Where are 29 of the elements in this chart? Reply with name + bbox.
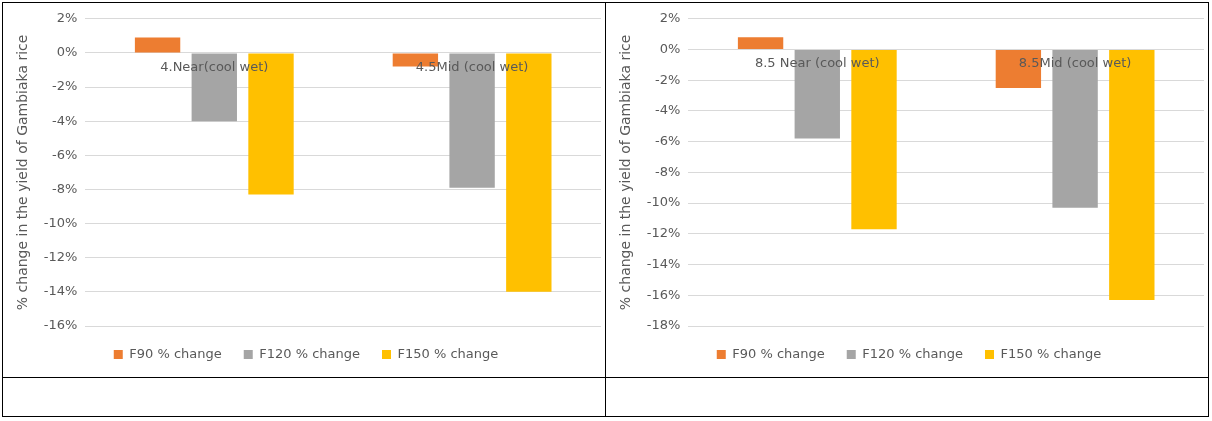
y-tick-label: -12% (646, 225, 681, 241)
y-tick-label: 0% (56, 44, 78, 60)
legend-label: F90 % change (129, 345, 222, 361)
y-tick-label: -16% (646, 286, 681, 302)
y-tick-label: -10% (43, 214, 78, 230)
legend-label: F120 % change (862, 345, 963, 361)
y-tick-label: -2% (655, 71, 681, 87)
legend-label: F150 % change (397, 345, 499, 361)
y-tick-label: -8% (655, 163, 681, 179)
y-axis-title: % change in the yield of Gambiaka rice (617, 34, 634, 311)
y-tick-label: 0% (659, 40, 681, 56)
y-tick-label: -4% (52, 112, 78, 128)
y-tick-label: -12% (43, 249, 78, 265)
legend-label: F150 % change (1000, 345, 1102, 361)
y-tick-label: -18% (646, 317, 681, 333)
legend-label: F90 % change (732, 345, 825, 361)
y-tick-label: 2% (659, 10, 681, 26)
y-tick-label: 2% (56, 10, 78, 26)
legend-label: F120 % change (259, 345, 360, 361)
y-axis-title: % change in the yield of Gambiaka rice (14, 34, 31, 311)
y-tick-label: -14% (43, 283, 78, 299)
y-tick-label: -6% (52, 146, 78, 162)
y-tick-label: -16% (43, 317, 78, 333)
y-tick-label: -10% (646, 194, 681, 210)
y-tick-label: -4% (655, 102, 681, 118)
y-tick-label: -6% (655, 133, 681, 149)
y-tick-label: -8% (52, 180, 78, 196)
y-tick-label: -2% (52, 78, 78, 94)
y-tick-label: -14% (646, 255, 681, 271)
